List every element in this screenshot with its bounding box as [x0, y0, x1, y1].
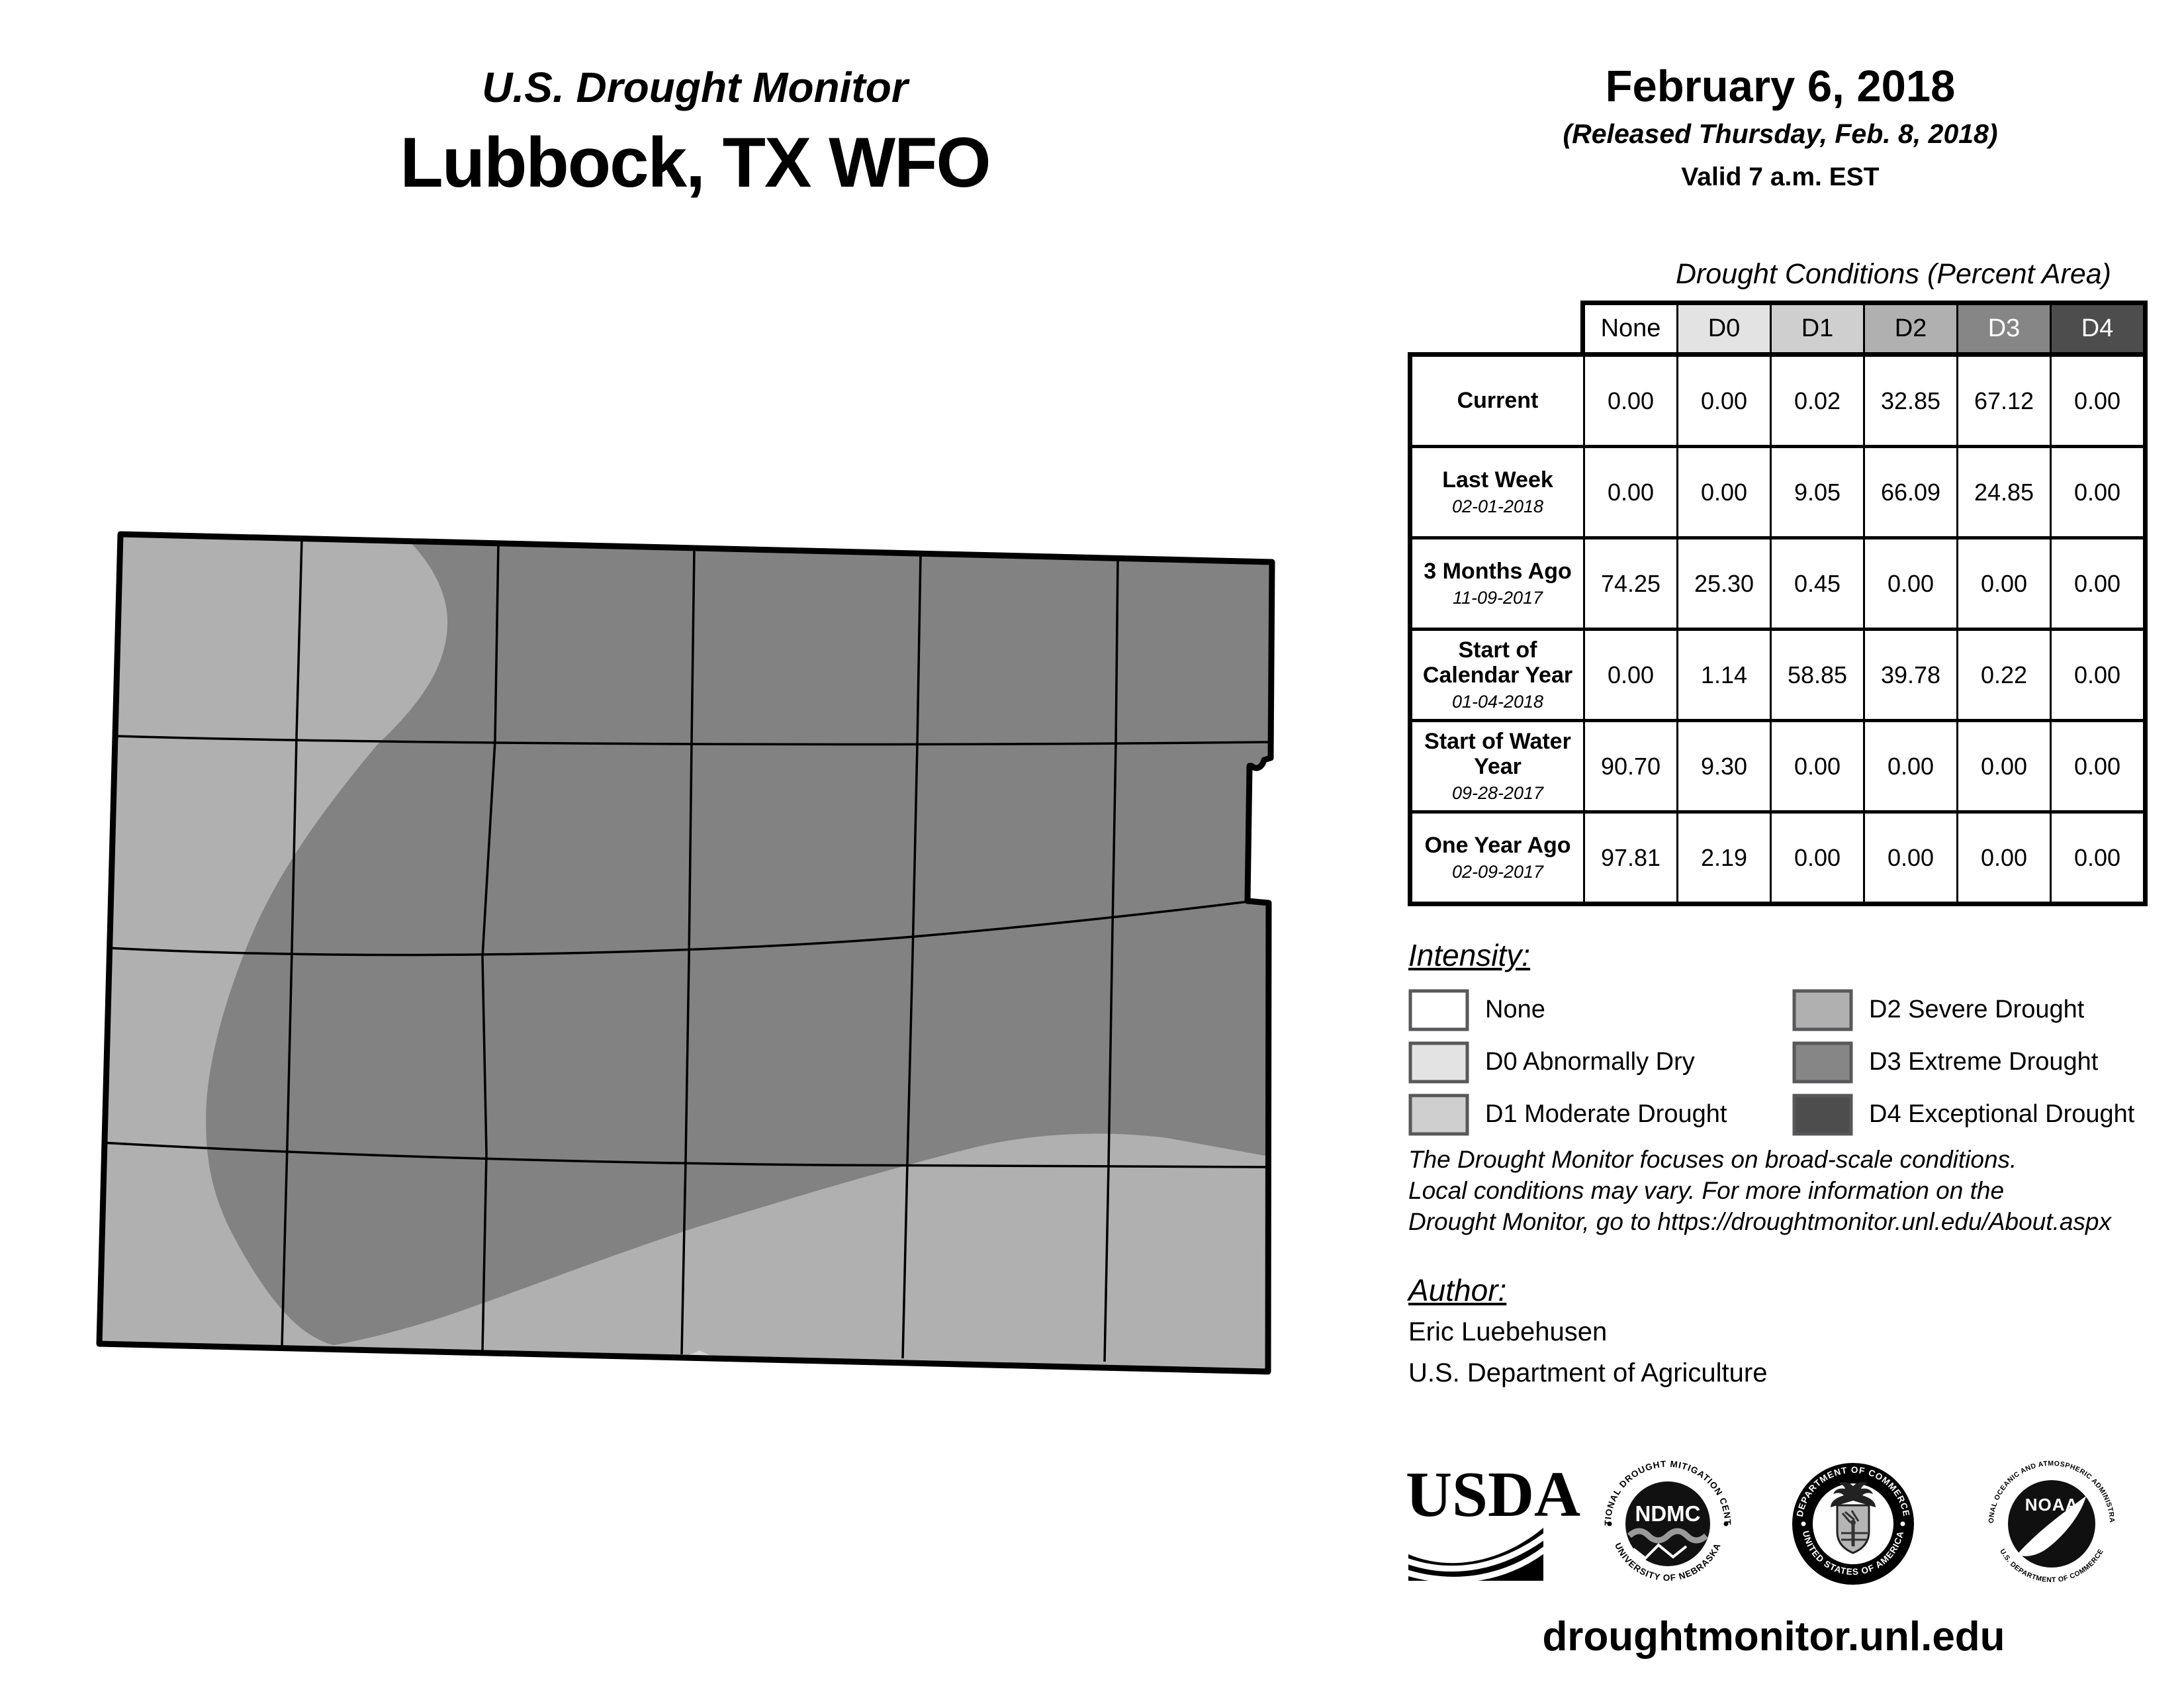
- table-value: 2.19: [1678, 814, 1770, 902]
- table-value: 58.85: [1772, 631, 1863, 719]
- table-value: 32.85: [1865, 357, 1956, 445]
- wfo-boundary: [96, 531, 1275, 1375]
- disclaimer: The Drought Monitor focuses on broad-sca…: [1408, 1146, 2111, 1235]
- table-header-row: None D0 D1 D2 D3 D4: [1580, 301, 2148, 352]
- row-label: Start of Calendar Year 01-04-2018: [1412, 631, 1583, 719]
- d0-swatch-icon: [1408, 1041, 1469, 1083]
- table-value: 0.00: [1958, 814, 2050, 902]
- region-title: Lubbock, TX WFO: [400, 122, 991, 202]
- table-value: 0.00: [2052, 631, 2143, 719]
- svg-text:USDA: USDA: [1406, 1459, 1580, 1530]
- col-header-d2: D2: [1865, 305, 1956, 352]
- table-value: 0.00: [1585, 448, 1676, 536]
- none-swatch-icon: [1408, 989, 1469, 1031]
- table-value: 90.70: [1585, 722, 1676, 810]
- table-value: 24.85: [1958, 448, 2050, 536]
- website-url: droughtmonitor.unl.edu: [1542, 1614, 2005, 1660]
- table-value: 9.05: [1772, 448, 1863, 536]
- usda-logo: USDA: [1406, 1459, 1580, 1581]
- table-value: 0.00: [1585, 631, 1676, 719]
- legend-item-d2: D2 Severe Drought: [1792, 984, 2134, 1036]
- legend-item-d1: D1 Moderate Drought: [1408, 1088, 1792, 1141]
- col-header-d4: D4: [2052, 305, 2143, 352]
- table-value: 0.00: [2052, 539, 2143, 628]
- table-value: 97.81: [1585, 814, 1676, 902]
- table-value: 0.00: [1958, 539, 2050, 628]
- legend-item-d3: D3 Extreme Drought: [1792, 1036, 2134, 1088]
- table-value: 0.00: [2052, 814, 2143, 902]
- table-value: 74.25: [1585, 539, 1676, 628]
- d4-swatch-icon: [1792, 1094, 1853, 1135]
- table-value: 25.30: [1678, 539, 1770, 628]
- author-org: U.S. Department of Agriculture: [1408, 1358, 1768, 1387]
- table-value: 67.12: [1958, 357, 2050, 445]
- d1-swatch-icon: [1408, 1094, 1469, 1135]
- col-header-d0: D0: [1678, 305, 1770, 352]
- legend-item-d0: D0 Abnormally Dry: [1408, 1036, 1792, 1088]
- row-label: Last Week 02-01-2018: [1412, 448, 1583, 536]
- intensity-legend: None D0 Abnormally Dry D1 Moderate Droug…: [1408, 984, 2134, 1141]
- release-date: (Released Thursday, Feb. 8, 2018): [1563, 118, 1998, 149]
- table-value: 0.00: [1865, 722, 1956, 810]
- col-header-none: None: [1585, 305, 1676, 352]
- table-value: 0.00: [2052, 357, 2143, 445]
- agency-logos: USDA NATIONAL DROUGHT MITIGATION CENTER …: [1390, 1450, 2116, 1585]
- table-value: 0.22: [1958, 631, 2050, 719]
- author-heading: Author:: [1408, 1273, 1507, 1307]
- county-borders: [100, 538, 1271, 1362]
- legend-item-none: None: [1408, 984, 1792, 1036]
- table-value: 0.00: [2052, 722, 2143, 810]
- col-header-d1: D1: [1772, 305, 1863, 352]
- legend-item-d4: D4 Exceptional Drought: [1792, 1088, 2134, 1141]
- table-value: 39.78: [1865, 631, 1956, 719]
- table-value: 0.00: [1772, 722, 1863, 810]
- table-value: 0.00: [1585, 357, 1676, 445]
- d2-swatch-icon: [1792, 989, 1853, 1031]
- drought-conditions-table: Current 0.00 0.00 0.02 32.85 67.12 0.00 …: [1408, 352, 2148, 906]
- svg-text:NDMC: NDMC: [1635, 1501, 1701, 1526]
- row-label: 3 Months Ago 11-09-2017: [1412, 539, 1583, 628]
- table-value: 0.00: [1678, 448, 1770, 536]
- row-label: Start of Water Year 09-28-2017: [1412, 722, 1583, 810]
- commerce-seal-logo: DEPARTMENT OF COMMERCE UNITED STATES OF …: [1792, 1463, 1914, 1585]
- table-value: 1.14: [1678, 631, 1770, 719]
- map-d2-severe-drought-region: [99, 534, 1269, 1372]
- report-title: U.S. Drought Monitor: [482, 64, 908, 111]
- date-block: February 6, 2018 (Released Thursday, Feb…: [1430, 61, 2131, 192]
- d3-swatch-icon: [1792, 1041, 1853, 1083]
- table-value: 0.02: [1772, 357, 1863, 445]
- table-value: 0.00: [1865, 814, 1956, 902]
- table-value: 9.30: [1678, 722, 1770, 810]
- author-name: Eric Luebehusen: [1408, 1317, 1608, 1346]
- row-label: Current: [1412, 357, 1583, 445]
- valid-time: Valid 7 a.m. EST: [1681, 163, 1880, 191]
- map-date: February 6, 2018: [1605, 62, 1956, 111]
- intensity-heading: Intensity:: [1408, 938, 1531, 972]
- table-value: 0.00: [2052, 448, 2143, 536]
- table-value: 0.00: [1678, 357, 1770, 445]
- table-value: 0.45: [1772, 539, 1863, 628]
- table-value: 0.00: [1958, 722, 2050, 810]
- title-block: U.S. Drought Monitor Lubbock, TX WFO: [119, 63, 1271, 203]
- table-value: 0.00: [1772, 814, 1863, 902]
- row-label: One Year Ago 02-09-2017: [1412, 814, 1583, 902]
- table-value: 0.00: [1865, 539, 1956, 628]
- col-header-d3: D3: [1958, 305, 2050, 352]
- table-value: 66.09: [1865, 448, 1956, 536]
- table-caption: Drought Conditions (Percent Area): [1675, 258, 2111, 290]
